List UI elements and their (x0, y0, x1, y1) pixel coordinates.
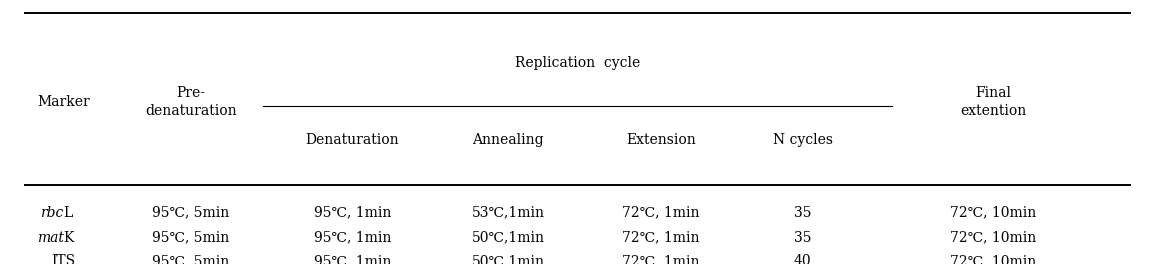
Text: Denaturation: Denaturation (305, 133, 400, 147)
Text: 95℃, 1min: 95℃, 1min (314, 205, 390, 220)
Text: ITS: ITS (52, 254, 75, 264)
Text: 72℃, 10min: 72℃, 10min (951, 230, 1036, 245)
Text: 95℃, 5min: 95℃, 5min (152, 230, 229, 245)
Text: 95℃, 5min: 95℃, 5min (152, 205, 229, 220)
Text: 95℃, 1min: 95℃, 1min (314, 230, 390, 245)
Text: 95℃, 1min: 95℃, 1min (314, 254, 390, 264)
Text: Replication  cycle: Replication cycle (515, 56, 640, 70)
Text: 72℃, 1min: 72℃, 1min (621, 254, 700, 264)
Text: 35: 35 (793, 230, 812, 245)
Text: 72℃, 1min: 72℃, 1min (621, 230, 700, 245)
Text: 95℃, 5min: 95℃, 5min (152, 254, 229, 264)
Text: 50℃,1min: 50℃,1min (471, 230, 545, 245)
Text: 72℃, 1min: 72℃, 1min (621, 205, 700, 220)
Text: 40: 40 (793, 254, 812, 264)
Text: Marker: Marker (37, 95, 90, 109)
Text: L: L (64, 205, 73, 220)
Text: Annealing: Annealing (472, 133, 544, 147)
Text: mat: mat (37, 230, 64, 245)
Text: 53℃,1min: 53℃,1min (471, 205, 545, 220)
Text: 72℃, 10min: 72℃, 10min (951, 205, 1036, 220)
Text: Final
extention: Final extention (960, 86, 1027, 117)
Text: 72℃, 10min: 72℃, 10min (951, 254, 1036, 264)
Text: Pre-
denaturation: Pre- denaturation (144, 86, 237, 117)
Text: 35: 35 (793, 205, 812, 220)
Text: Extension: Extension (626, 133, 695, 147)
Text: 50℃,1min: 50℃,1min (471, 254, 545, 264)
Text: N cycles: N cycles (773, 133, 833, 147)
Text: rbc: rbc (40, 205, 64, 220)
Text: K: K (64, 230, 74, 245)
